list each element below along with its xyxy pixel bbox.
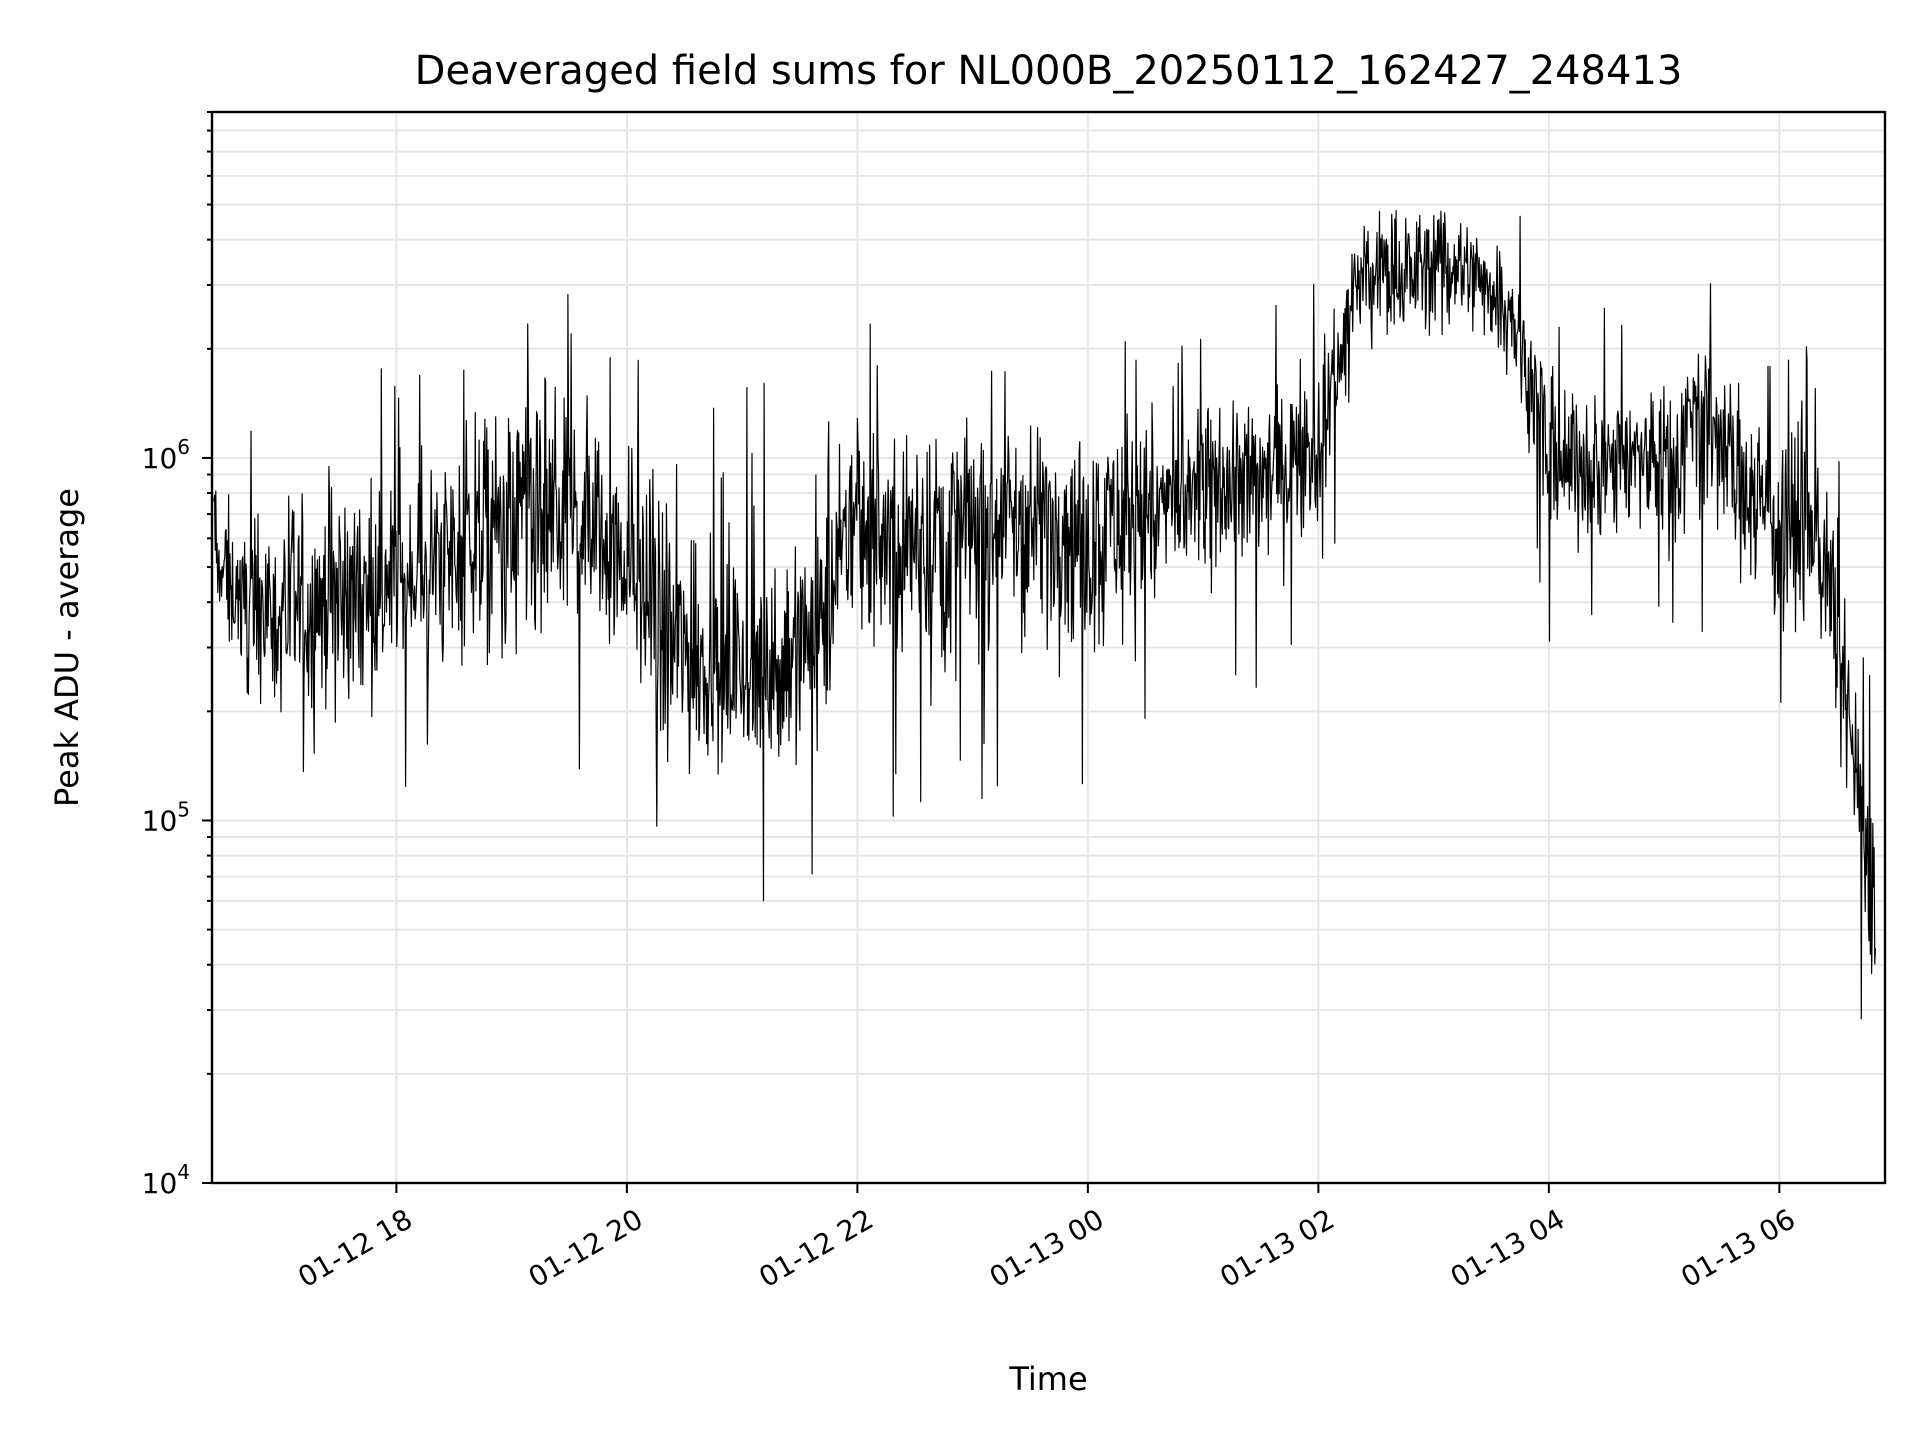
y-tick-exponent: 5 bbox=[177, 797, 190, 821]
y-tick-base: 10 bbox=[142, 1167, 178, 1200]
chart-title: Deaveraged field sums for NL000B_2025011… bbox=[415, 48, 1683, 94]
series-line bbox=[213, 210, 1876, 1020]
y-tick-exponent: 6 bbox=[177, 435, 190, 459]
plot-area bbox=[213, 210, 1876, 1020]
y-tick-base: 10 bbox=[142, 804, 178, 837]
y-axis-label: Peak ADU - average bbox=[48, 488, 86, 807]
y-tick-exponent: 4 bbox=[177, 1160, 190, 1184]
y-tick-label: 105 bbox=[142, 797, 190, 837]
y-tick-label: 104 bbox=[142, 1160, 190, 1200]
y-tick-label: 106 bbox=[142, 435, 190, 475]
x-axis-label: Time bbox=[1008, 1360, 1087, 1398]
y-tick-base: 10 bbox=[142, 442, 178, 475]
